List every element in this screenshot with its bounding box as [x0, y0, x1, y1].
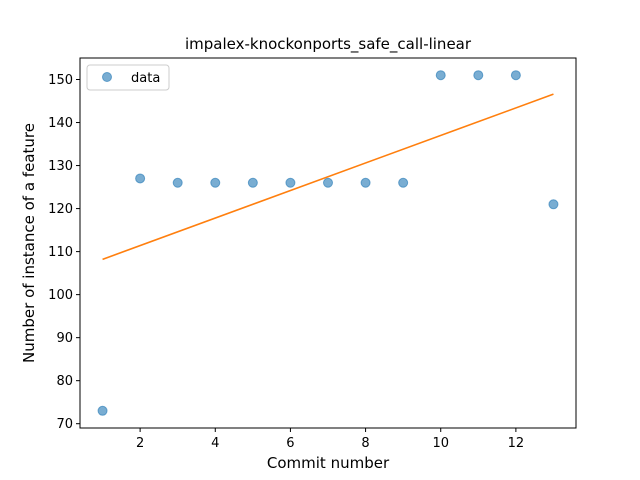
data-point [435, 70, 446, 81]
data-point [548, 199, 559, 210]
y-tick-label: 100 [48, 288, 73, 303]
data-point [172, 177, 183, 188]
chart-title: impalex-knockonports_safe_call-linear [185, 35, 472, 54]
data-point [360, 177, 371, 188]
y-tick-label: 130 [48, 159, 73, 174]
fit-line [102, 93, 554, 261]
legend-label-data: data [131, 71, 160, 86]
x-tick-label: 8 [361, 436, 369, 451]
y-axis-label: Number of instance of a feature [20, 123, 38, 363]
y-tick-label: 140 [48, 116, 73, 131]
legend-box [86, 64, 170, 91]
legend-marker-data [102, 72, 112, 82]
x-tick-label: 2 [136, 436, 144, 451]
y-tick-label: 90 [56, 331, 73, 346]
data-point [285, 177, 296, 188]
x-tick-label: 6 [286, 436, 294, 451]
x-tick-label: 10 [432, 436, 449, 451]
x-tick-label: 4 [211, 436, 219, 451]
x-axis-label: Commit number [267, 454, 390, 472]
x-axis-ticks: 2 4 6 8 10 12 [136, 428, 524, 451]
y-tick-label: 150 [48, 73, 73, 88]
plot-marks [97, 70, 559, 416]
data-point [135, 173, 146, 184]
y-tick-label: 80 [56, 374, 73, 389]
y-tick-label: 110 [48, 245, 73, 260]
data-point [210, 177, 221, 188]
x-tick-label: 12 [508, 436, 525, 451]
plot-frame [79, 57, 577, 429]
data-point [97, 405, 108, 416]
data-point [323, 177, 333, 188]
data-point [473, 70, 484, 81]
data-point [398, 177, 409, 188]
y-tick-label: 70 [56, 417, 73, 432]
y-tick-label: 120 [48, 202, 73, 217]
data-point [247, 177, 258, 188]
y-axis-ticks: 70 80 90 100 110 120 130 140 150 [48, 73, 80, 432]
data-point [510, 70, 521, 81]
legend: data [86, 64, 170, 91]
